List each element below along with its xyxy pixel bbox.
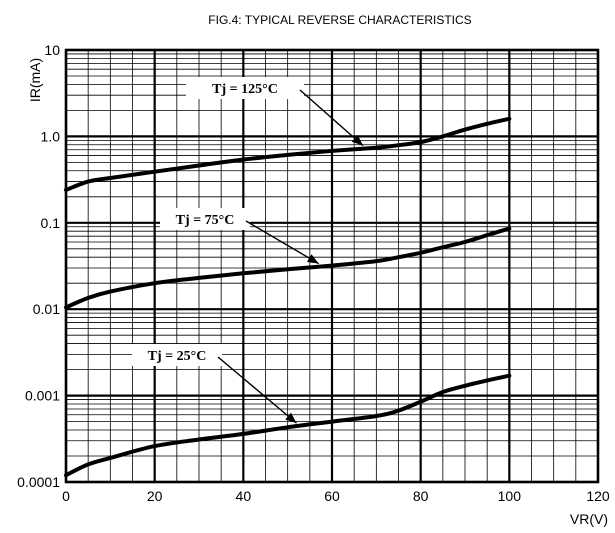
y-tick-label: 1.0 bbox=[41, 128, 61, 144]
curve-label: Tj = 125°C bbox=[212, 82, 278, 97]
x-tick-label: 80 bbox=[413, 488, 429, 504]
x-tick-label: 20 bbox=[147, 488, 163, 504]
curve-labels: Tj = 125°C Tj = 75°C Tj = 25°C bbox=[132, 77, 364, 424]
x-tick-label: 100 bbox=[498, 488, 522, 504]
curve-label-background bbox=[186, 77, 304, 99]
series-curve bbox=[64, 373, 512, 478]
x-tick-label: 40 bbox=[236, 488, 252, 504]
y-tick-label: 0.1 bbox=[41, 215, 61, 231]
x-axis-label: VR(V) bbox=[570, 511, 608, 527]
label-arrow-line bbox=[245, 220, 320, 265]
series-curve bbox=[64, 116, 512, 192]
chart-title: FIG.4: TYPICAL REVERSE CHARACTERISTICS bbox=[208, 13, 471, 27]
curve-label-background bbox=[160, 208, 250, 230]
curve-label: Tj = 75°C bbox=[176, 213, 235, 228]
x-tick-label: 0 bbox=[62, 488, 70, 504]
curve-label: Tj = 25°C bbox=[148, 349, 207, 364]
y-tick-label: 0.01 bbox=[33, 301, 60, 317]
label-arrow-line bbox=[217, 356, 297, 424]
y-tick-label: 0.0001 bbox=[17, 474, 60, 490]
y-tick-label: 10 bbox=[44, 42, 60, 58]
plot-frame bbox=[64, 48, 600, 484]
series-curves bbox=[64, 116, 512, 478]
x-tick-label: 120 bbox=[586, 488, 610, 504]
label-arrowhead bbox=[306, 254, 319, 264]
y-tick-label: 0.001 bbox=[25, 388, 60, 404]
axes: 0 20 40 60 80 100 120 0.0001 0.001 0.01 0.1 1.0 10 bbox=[17, 42, 610, 504]
y-axis-label: IR(mA) bbox=[27, 58, 43, 102]
series-curve bbox=[64, 226, 512, 310]
curve-label-background bbox=[132, 344, 222, 366]
label-arrowhead bbox=[285, 412, 297, 424]
label-arrowhead bbox=[351, 134, 364, 146]
label-arrow-line bbox=[299, 89, 364, 147]
x-tick-label: 60 bbox=[324, 488, 340, 504]
